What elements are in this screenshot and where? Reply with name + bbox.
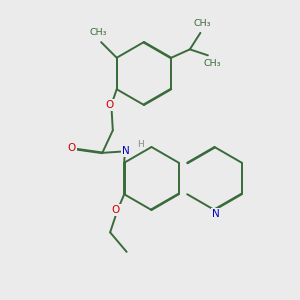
Text: CH₃: CH₃ — [204, 59, 221, 68]
Text: O: O — [112, 206, 120, 215]
Text: CH₃: CH₃ — [90, 28, 107, 37]
Text: O: O — [67, 143, 76, 153]
Text: N: N — [122, 146, 130, 156]
Text: H: H — [137, 140, 144, 149]
Text: O: O — [106, 100, 114, 110]
Text: N: N — [212, 208, 220, 219]
Text: CH₃: CH₃ — [193, 19, 211, 28]
